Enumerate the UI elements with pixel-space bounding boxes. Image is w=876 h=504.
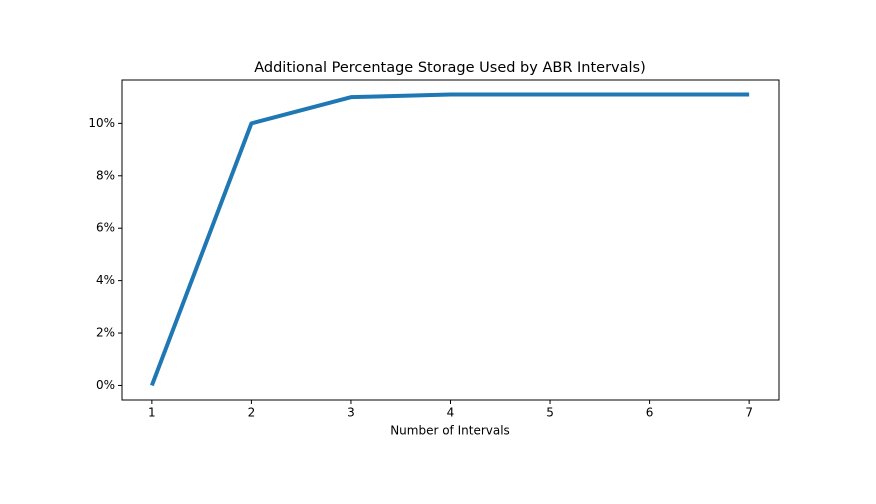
x-tick-label: 1 — [148, 406, 156, 420]
x-tick-label: 7 — [745, 406, 753, 420]
x-tick-label: 5 — [546, 406, 554, 420]
x-tick-label: 3 — [347, 406, 355, 420]
y-tick-label: 0% — [96, 378, 115, 392]
chart-title: Additional Percentage Storage Used by AB… — [254, 60, 646, 76]
x-tick-label: 6 — [646, 406, 654, 420]
y-tick-label: 4% — [96, 273, 115, 287]
x-axis-label: Number of Intervals — [390, 424, 510, 438]
x-tick-label: 4 — [447, 406, 455, 420]
y-tick-label: 10% — [88, 116, 115, 130]
y-tick-label: 2% — [96, 326, 115, 340]
y-tick-label: 6% — [96, 221, 115, 235]
x-tick-label: 2 — [248, 406, 256, 420]
data-line — [149, 92, 750, 387]
plot-frame — [121, 79, 780, 401]
y-tick-label: 8% — [96, 168, 115, 182]
